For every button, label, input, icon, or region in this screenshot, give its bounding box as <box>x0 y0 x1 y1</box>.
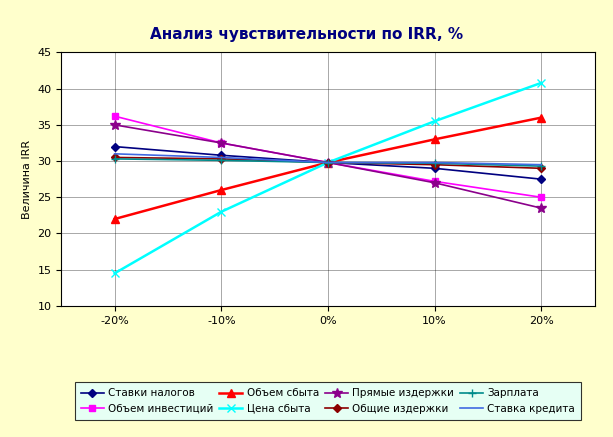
Цена сбыта <box>218 209 225 215</box>
Зарплата <box>538 163 545 169</box>
Line: Общие издержки: Общие издержки <box>112 155 544 171</box>
Прямые издержки <box>431 180 438 185</box>
Ставка кредита <box>538 162 545 167</box>
Цена сбыта <box>324 160 332 165</box>
Ставки налогов <box>324 160 332 165</box>
Ставки налогов <box>538 177 545 182</box>
Ставки налогов <box>111 144 118 149</box>
Ставка кредита <box>324 160 332 165</box>
Ставки налогов <box>218 153 225 158</box>
Цена сбыта <box>111 271 118 276</box>
Объем сбыта <box>538 115 545 120</box>
Зарплата <box>218 158 225 163</box>
Ставка кредита <box>431 160 438 165</box>
Прямые издержки <box>324 160 332 165</box>
Line: Зарплата: Зарплата <box>110 155 546 170</box>
Объем инвестиций <box>538 194 545 200</box>
Объем сбыта <box>111 216 118 222</box>
Цена сбыта <box>431 118 438 124</box>
Общие издержки <box>431 162 438 167</box>
Объем инвестиций <box>431 179 438 184</box>
Объем инвестиций <box>324 160 332 165</box>
Цена сбыта <box>538 80 545 86</box>
Общие издержки <box>538 166 545 171</box>
Ставка кредита <box>111 151 118 156</box>
Объем инвестиций <box>218 140 225 146</box>
Прямые издержки <box>538 205 545 211</box>
Зарплата <box>431 161 438 166</box>
Прямые издержки <box>111 122 118 128</box>
Прямые издержки <box>218 140 225 146</box>
Общие издержки <box>218 156 225 162</box>
Общие издержки <box>111 155 118 160</box>
Line: Ставки налогов: Ставки налогов <box>112 144 544 182</box>
Объем сбыта <box>324 160 332 165</box>
Объем сбыта <box>218 187 225 193</box>
Ставки налогов <box>431 166 438 171</box>
Legend: Ставки налогов, Объем инвестиций, Объем сбыта, Цена сбыта, Прямые издержки, Общи: Ставки налогов, Объем инвестиций, Объем … <box>75 382 581 420</box>
Y-axis label: Величина IRR: Величина IRR <box>22 139 32 219</box>
Объем сбыта <box>431 137 438 142</box>
Общие издержки <box>324 160 332 165</box>
Line: Ставка кредита: Ставка кредита <box>115 154 541 165</box>
Line: Цена сбыта: Цена сбыта <box>110 79 546 277</box>
Line: Прямые издержки: Прямые издержки <box>110 120 546 213</box>
Text: Анализ чувствительности по IRR, %: Анализ чувствительности по IRR, % <box>150 28 463 42</box>
Зарплата <box>111 156 118 162</box>
Объем инвестиций <box>111 114 118 119</box>
Зарплата <box>324 160 332 165</box>
Ставка кредита <box>218 155 225 160</box>
Line: Объем инвестиций: Объем инвестиций <box>111 113 545 201</box>
Line: Объем сбыта: Объем сбыта <box>110 114 546 223</box>
